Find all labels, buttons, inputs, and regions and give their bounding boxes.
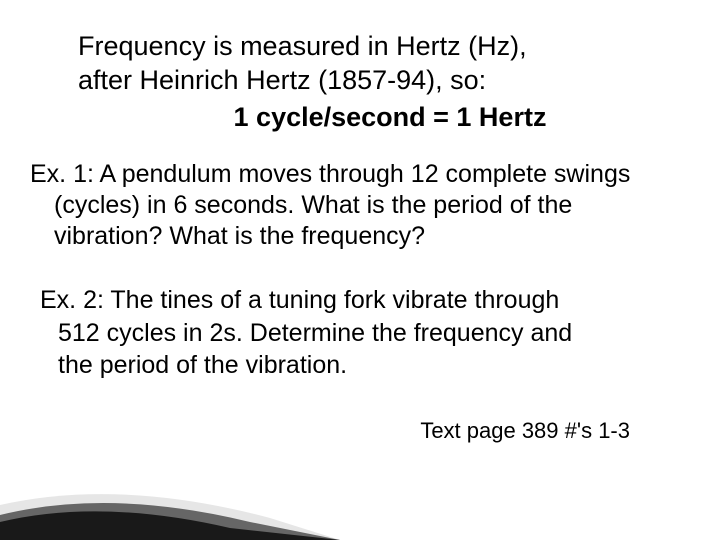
example-1-line-1: Ex. 1: A pendulum moves through 12 compl… [30,160,630,188]
intro-text: Frequency is measured in Hertz (Hz), aft… [78,30,690,98]
example-1-line-2: (cycles) in 6 seconds. What is the perio… [54,190,690,221]
formula-text: 1 cycle/second = 1 Hertz [90,102,690,133]
example-2-line-3: the period of the vibration. [58,349,690,382]
intro-line-1: Frequency is measured in Hertz (Hz), [78,31,527,61]
intro-line-2: after Heinrich Hertz (1857-94), so: [78,65,486,95]
example-1: Ex. 1: A pendulum moves through 12 compl… [30,159,690,253]
example-2: Ex. 2: The tines of a tuning fork vibrat… [40,284,690,382]
example-2-line-1: Ex. 2: The tines of a tuning fork vibrat… [40,286,559,314]
example-1-line-3: vibration? What is the frequency? [54,221,690,252]
decorative-swoosh [0,460,340,540]
example-2-line-2: 512 cycles in 2s. Determine the frequenc… [58,317,690,350]
footer-reference: Text page 389 #'s 1-3 [30,418,690,444]
